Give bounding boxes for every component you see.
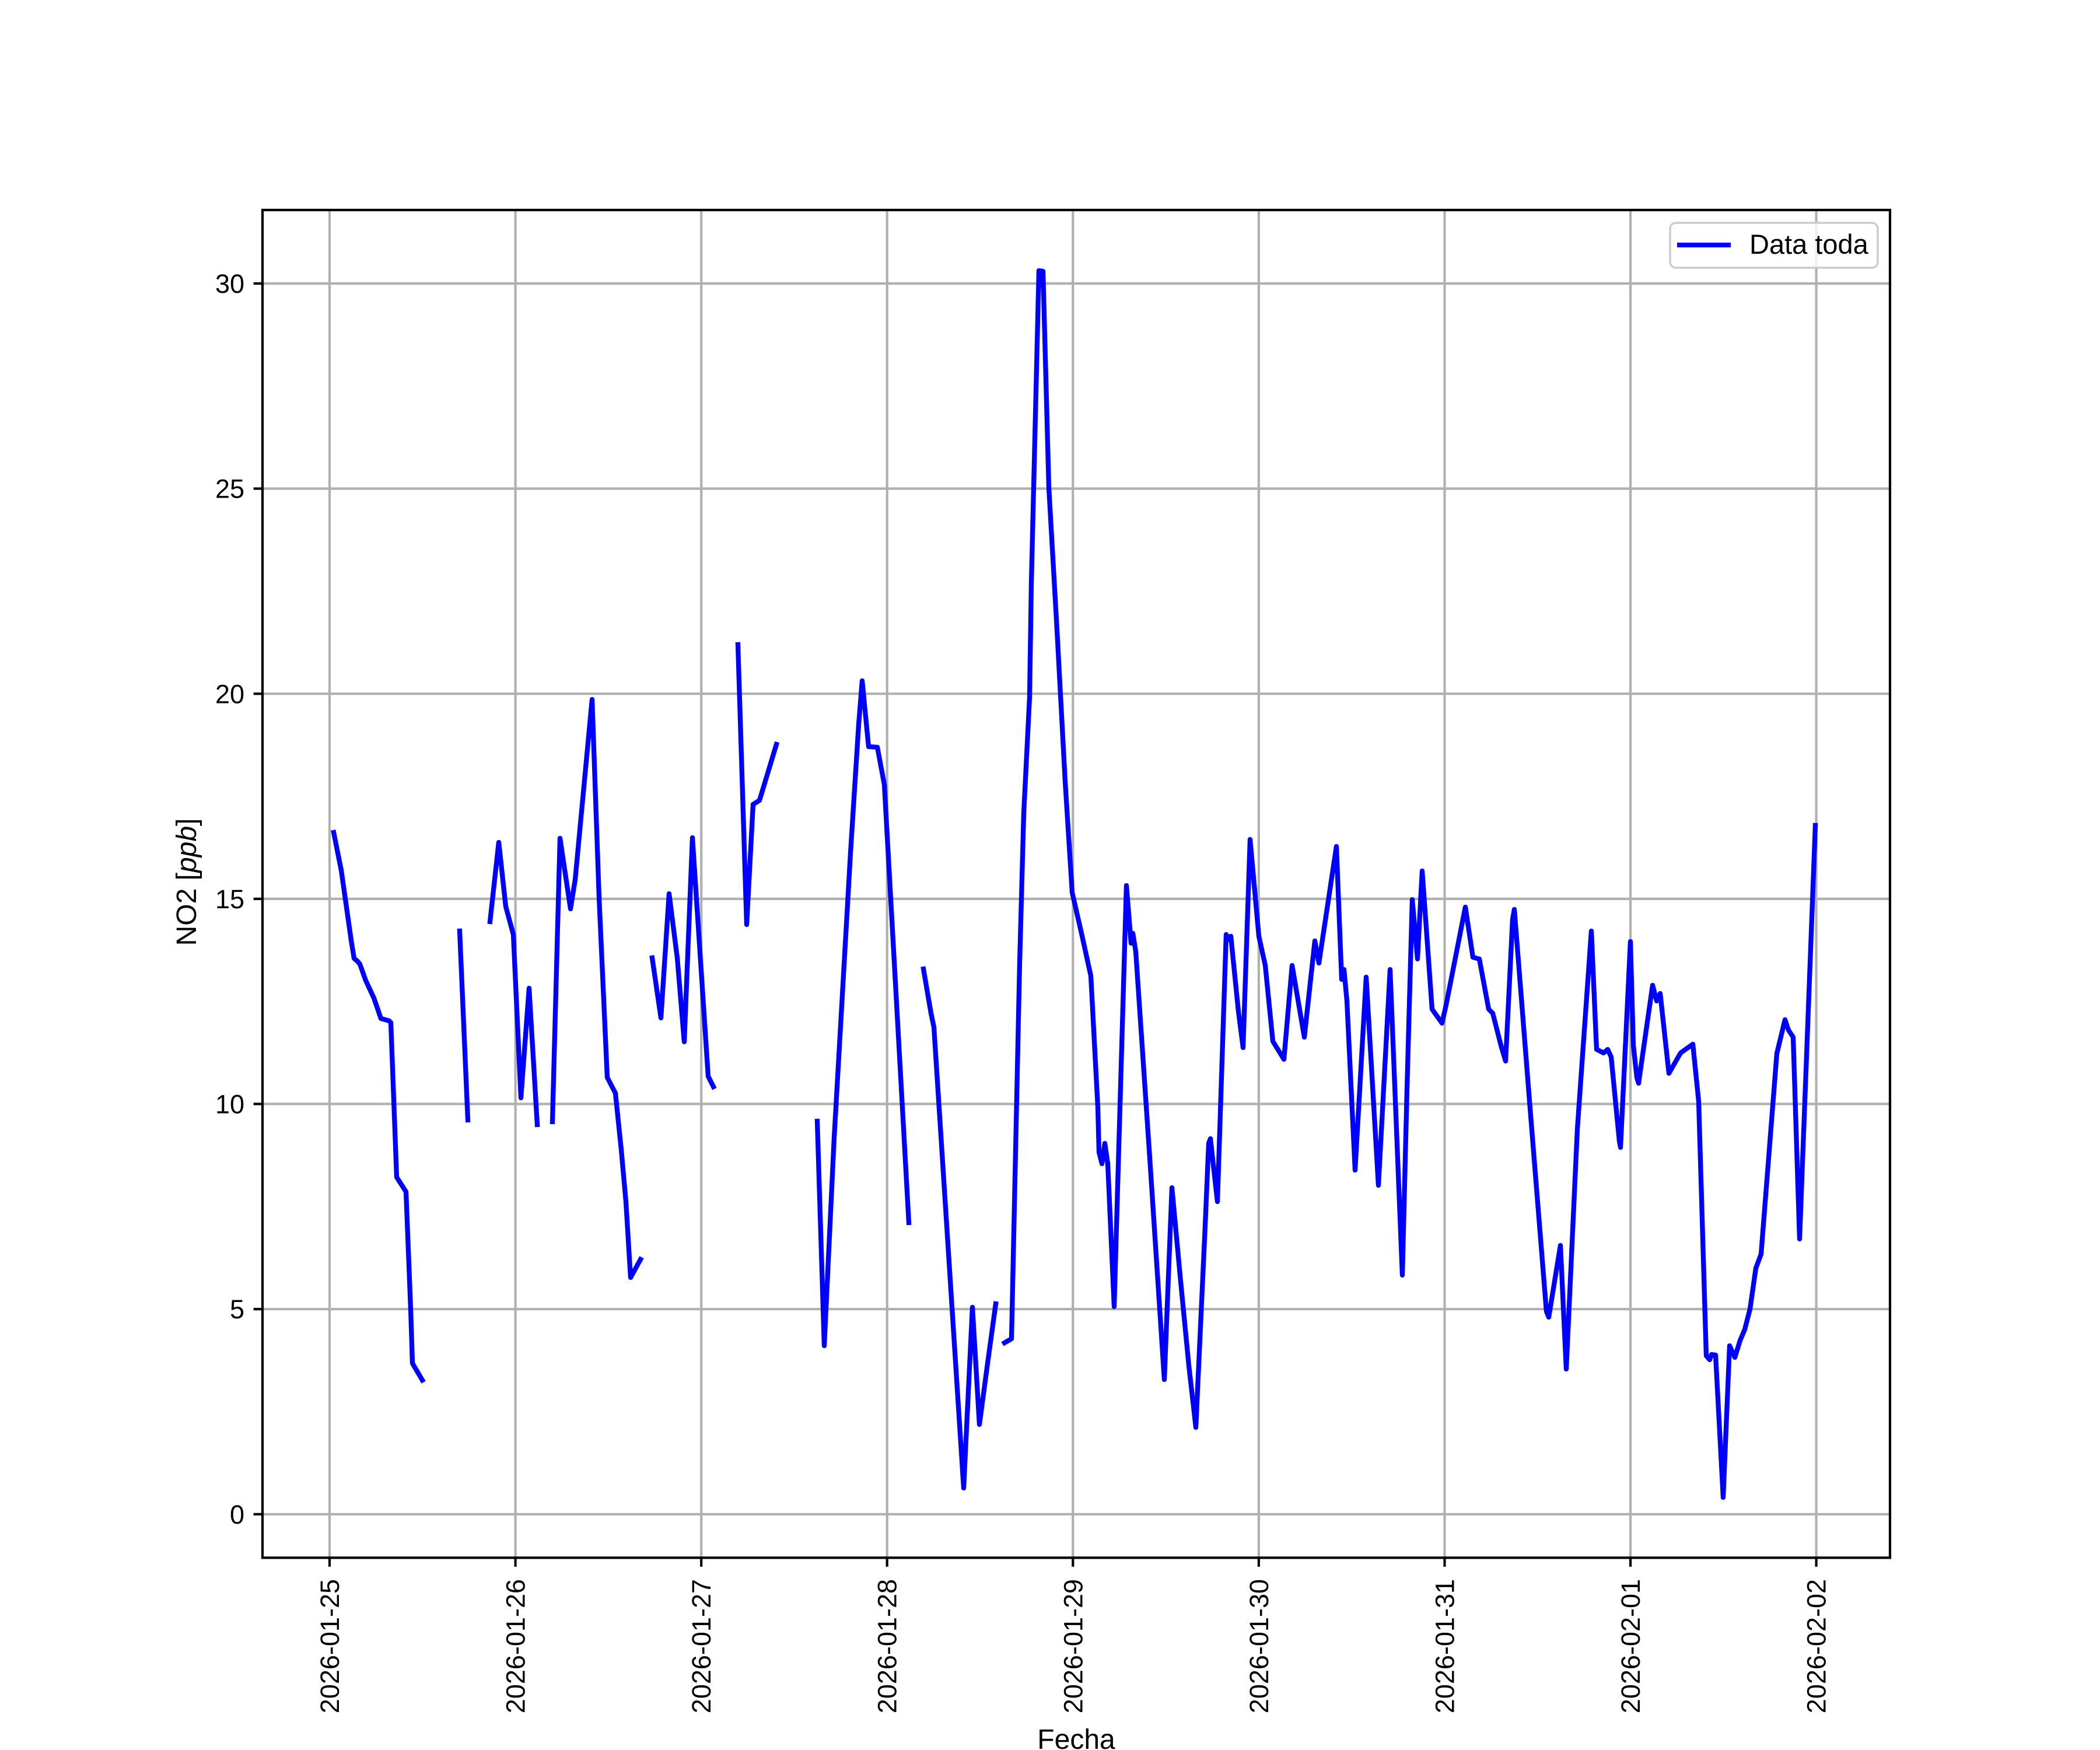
svg-text:15: 15	[215, 884, 244, 914]
svg-text:Fecha: Fecha	[1037, 1724, 1115, 1750]
svg-text:5: 5	[230, 1294, 244, 1324]
svg-text:0: 0	[230, 1500, 244, 1530]
svg-text:2026-01-27: 2026-01-27	[687, 1579, 716, 1713]
svg-text:2026-01-26: 2026-01-26	[501, 1579, 531, 1713]
svg-text:10: 10	[215, 1090, 244, 1119]
svg-text:Data toda: Data toda	[1749, 229, 1869, 260]
svg-text:2026-01-31: 2026-01-31	[1430, 1579, 1460, 1713]
svg-text:20: 20	[215, 679, 244, 709]
svg-text:25: 25	[215, 474, 244, 504]
svg-text:2026-01-25: 2026-01-25	[315, 1579, 345, 1713]
svg-text:2026-01-30: 2026-01-30	[1244, 1579, 1274, 1713]
svg-text:30: 30	[215, 269, 244, 299]
svg-text:2026-01-28: 2026-01-28	[873, 1579, 902, 1713]
svg-text:2026-01-29: 2026-01-29	[1058, 1579, 1088, 1713]
svg-text:NO2 [ppb]: NO2 [ppb]	[172, 818, 202, 946]
svg-text:2026-02-01: 2026-02-01	[1616, 1579, 1646, 1713]
svg-text:2026-02-02: 2026-02-02	[1802, 1579, 1832, 1713]
